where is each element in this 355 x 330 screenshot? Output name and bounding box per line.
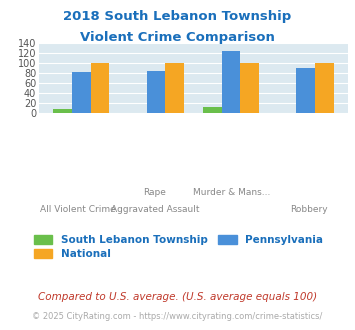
Text: Aggravated Assault: Aggravated Assault <box>111 205 199 214</box>
Text: All Violent Crime: All Violent Crime <box>40 205 115 214</box>
Bar <box>165 63 184 113</box>
Text: © 2025 CityRating.com - https://www.cityrating.com/crime-statistics/: © 2025 CityRating.com - https://www.city… <box>32 312 323 321</box>
Bar <box>315 63 334 113</box>
Text: Compared to U.S. average. (U.S. average equals 100): Compared to U.S. average. (U.S. average … <box>38 292 317 302</box>
Text: Rape: Rape <box>143 188 166 197</box>
Bar <box>53 109 72 113</box>
Bar <box>203 107 222 113</box>
Bar <box>91 63 109 113</box>
Bar <box>147 72 165 113</box>
Text: 2018 South Lebanon Township: 2018 South Lebanon Township <box>64 10 291 23</box>
Bar <box>72 73 91 113</box>
Bar <box>240 63 259 113</box>
Bar <box>296 68 315 113</box>
Text: Violent Crime Comparison: Violent Crime Comparison <box>80 31 275 44</box>
Legend: South Lebanon Township, National, Pennsylvania: South Lebanon Township, National, Pennsy… <box>34 235 323 259</box>
Text: Robbery: Robbery <box>290 205 328 214</box>
Bar <box>222 51 240 113</box>
Text: Murder & Mans...: Murder & Mans... <box>193 188 271 197</box>
